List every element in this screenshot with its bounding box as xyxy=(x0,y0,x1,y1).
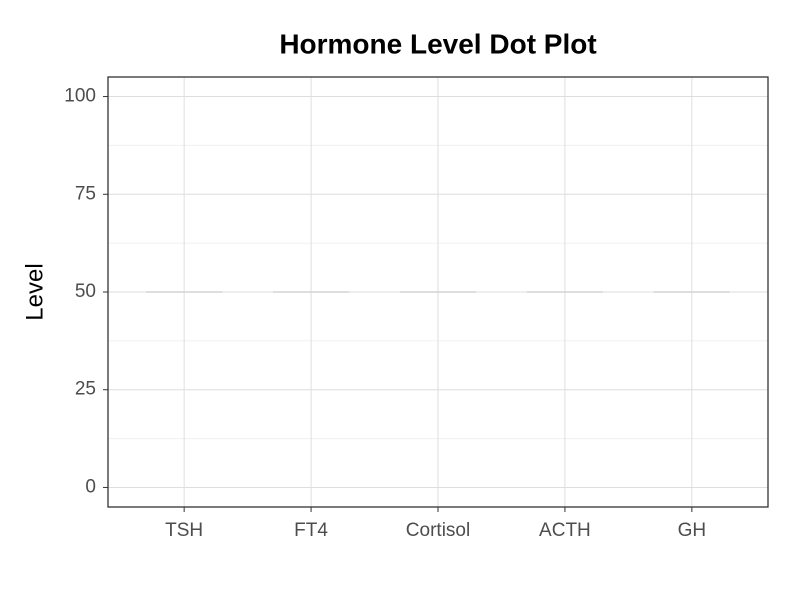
chart-title: Hormone Level Dot Plot xyxy=(279,28,596,59)
y-tick-label: 75 xyxy=(75,183,96,204)
y-tick-label: 0 xyxy=(85,476,96,497)
y-axis-label: Level xyxy=(21,263,48,320)
x-tick-label: GH xyxy=(678,520,707,541)
y-tick-label: 50 xyxy=(75,281,96,302)
x-tick-label: Cortisol xyxy=(406,520,470,541)
y-tick-label: 100 xyxy=(64,86,96,107)
x-tick-label: FT4 xyxy=(294,520,328,541)
x-tick-label: ACTH xyxy=(539,520,591,541)
y-tick-label: 25 xyxy=(75,379,96,400)
x-tick-label: TSH xyxy=(165,520,203,541)
plot-border xyxy=(107,76,769,508)
